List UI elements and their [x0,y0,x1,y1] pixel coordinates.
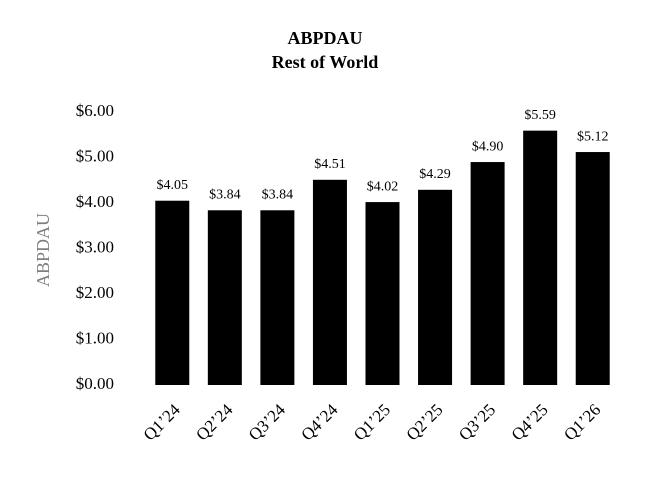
x-tick-label: Q3’24 [245,400,290,445]
x-tick-label: Q2’25 [402,400,446,444]
y-tick-label: $6.00 [76,101,114,120]
bar [365,202,400,385]
bar [523,130,558,385]
x-tick-label: Q1’26 [560,400,604,444]
value-label: $5.12 [577,129,609,144]
value-label: $3.84 [209,187,241,202]
bar [260,210,295,385]
y-tick-label: $0.00 [76,374,114,393]
y-tick-label: $1.00 [76,328,114,347]
y-tick-label: $5.00 [76,146,114,165]
y-tick-label: $2.00 [76,283,114,302]
x-tick-label: Q4’24 [297,400,342,445]
value-label: $4.02 [367,179,399,194]
bar [575,152,610,385]
chart-subtitle: Rest of World [272,52,379,72]
bar [312,179,347,385]
bar [470,162,505,385]
value-label: $4.05 [157,178,189,193]
value-label: $5.59 [524,108,556,123]
chart-title: ABPDAU [288,28,363,48]
y-tick-label: $3.00 [76,237,114,256]
bar [207,210,242,385]
value-label: $4.29 [419,167,451,182]
value-label: $4.90 [472,139,504,154]
x-tick-label: Q3’25 [455,400,499,444]
x-tick-label: Q4’25 [508,400,552,444]
x-tick-label: Q1’25 [350,400,394,444]
bar [155,200,190,385]
y-tick-label: $4.00 [76,192,114,211]
value-label: $3.84 [262,187,294,202]
value-label: $4.51 [314,157,346,172]
x-tick-label: Q2’24 [192,400,237,445]
y-axis-label: ABPDAU [33,213,53,287]
bar [418,189,453,385]
x-tick-label: Q1’24 [140,400,185,445]
